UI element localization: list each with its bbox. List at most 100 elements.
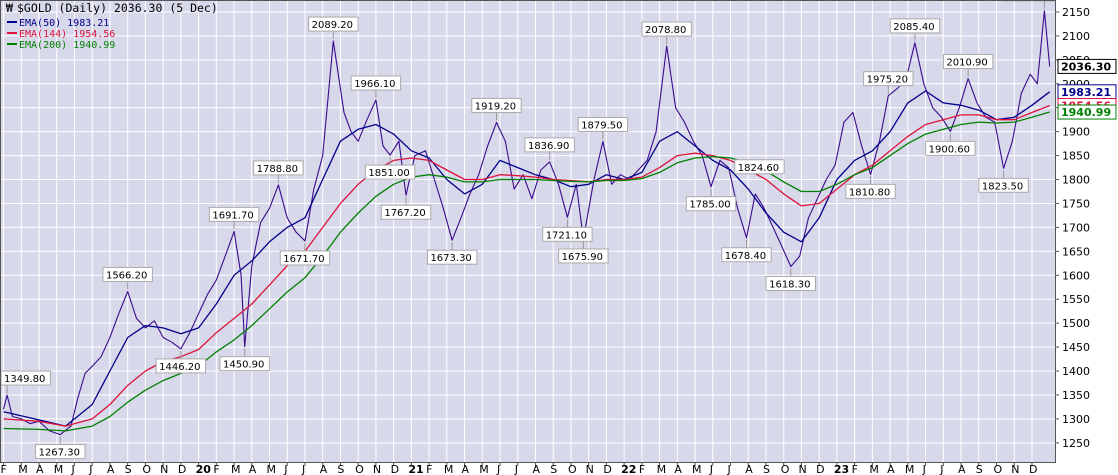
annotation-box [426,249,478,265]
annotation-label: 2010.90 [946,58,987,69]
annotation-box [308,16,359,32]
annotation-box [577,116,629,132]
y-tick-label: 1900 [1062,126,1090,139]
annotation-box [208,206,260,222]
x-tick-label: D [391,463,399,475]
annotation-box [253,160,304,176]
x-tick-label: M [692,463,702,475]
annotation-label: 1824.60 [738,163,779,174]
x-tick-label: N [798,463,806,475]
y-tick-label: 1850 [1062,150,1090,163]
x-tick-label: O [142,463,151,475]
annotation-label: 1618.30 [769,280,810,291]
x-tick-label: M [444,463,454,475]
series-layer [2,10,1051,436]
x-tick-label: F [639,463,645,475]
annotation-label: 1788.80 [257,164,298,175]
x-tick-label: J [939,463,943,475]
x-tick-label: 20 [196,463,212,475]
annotation-label: 1566.20 [106,270,147,281]
annotation-label: 1851.00 [368,168,409,179]
x-tick-label: A [249,463,257,475]
annotation-box [889,18,941,34]
x-tick-label: A [745,463,753,475]
annotation-label: 1349.80 [4,374,45,385]
ema200-line [3,111,1050,432]
grid-layer [0,0,1055,462]
symbol-glyph: ₩ [6,1,13,15]
annotation-label: 1975.20 [867,75,908,86]
y-tick-label: 1800 [1062,174,1090,187]
annotation-label: 1879.50 [581,120,622,131]
annotation-box [863,71,914,87]
x-tick-label: M [479,463,489,475]
annotation-box [558,248,609,264]
ema144-line [3,104,1050,427]
annotation-label: 1446.20 [159,362,200,373]
x-tick-label: F [1,463,7,475]
x-tick-label: M [231,463,241,475]
annotation-label: 2078.80 [645,25,686,36]
annotation-label: 1691.70 [212,210,253,221]
x-tick-label: A [532,463,540,475]
ema200-value-tag-label: 1940.99 [1061,106,1111,119]
last-price-tag-label: 2036.30 [1061,60,1111,73]
x-tick-label: N [1011,463,1019,475]
x-tick-label: O [355,463,364,475]
x-tick-label: D [816,463,824,475]
annotation-box [219,356,270,372]
plot-background [0,0,1055,462]
y-tick-label: 1750 [1062,197,1090,210]
x-tick-label: 22 [621,463,636,475]
x-tick-label: M [18,463,28,475]
annotation-label: 1721.10 [546,230,587,241]
last-price-tag-box [1057,58,1117,74]
ema50-value-tag-label: 1983.21 [1061,86,1111,99]
annotation-label: 1675.90 [562,252,603,263]
x-axis: F M A M J J A S O N D 20 F M A M J J A S O N D 21 F M A M J J A S O N D 22 F… [1,462,1037,475]
annotation-box [35,444,86,460]
ema200-legend-label: EMA(200) 1940.99 [19,40,115,51]
x-tick-label: J [922,463,926,475]
legend: ₩ $GOLD (Daily) 2036.30 (5 Dec) EMA(50) … [6,1,218,51]
annotation-box [978,177,1029,193]
x-tick-label: F [426,463,432,475]
x-tick-label: D [178,463,186,475]
annotation-box [765,276,817,292]
annotation-layer: 1349.80 1267.30 1566.20 1446.20 1450.90 1691.… [0,0,1055,460]
annotation-label: 1678.40 [725,251,766,262]
ema50-legend-label: EMA(50) 1983.21 [19,18,109,29]
annotation-box [524,137,575,153]
annotation-box [641,21,692,37]
x-tick-label: J [283,463,287,475]
x-tick-label: S [763,463,770,475]
annotation-box [279,250,331,266]
x-tick-label: M [905,463,915,475]
y-tick-label: 1300 [1062,413,1090,426]
x-tick-label: M [54,463,64,475]
x-tick-label: J [301,463,305,475]
x-tick-label: S [550,463,557,475]
x-tick-label: 21 [408,463,423,475]
annotation-label: 1900.60 [929,144,970,155]
y-tick-label: 1400 [1062,365,1090,378]
x-tick-label: F [213,463,219,475]
x-tick-label: A [958,463,966,475]
annotation-label: 1810.80 [849,187,890,198]
y-tick-label: 1600 [1062,269,1090,282]
annotation-label: 1671.70 [283,254,324,265]
x-tick-label: M [657,463,667,475]
annotation-box [471,97,522,113]
x-tick-label: A [462,463,470,475]
y-tick-label: 1250 [1062,437,1090,450]
annotation-label: 1785.00 [689,200,730,211]
annotation-box [364,164,416,180]
x-tick-label: 23 [834,463,849,475]
annotation-box [542,226,593,242]
y-tick-label: 1550 [1062,293,1090,306]
annotation-label: 1767.20 [384,208,425,219]
annotation-box [925,140,976,156]
x-tick-label: J [496,463,500,475]
